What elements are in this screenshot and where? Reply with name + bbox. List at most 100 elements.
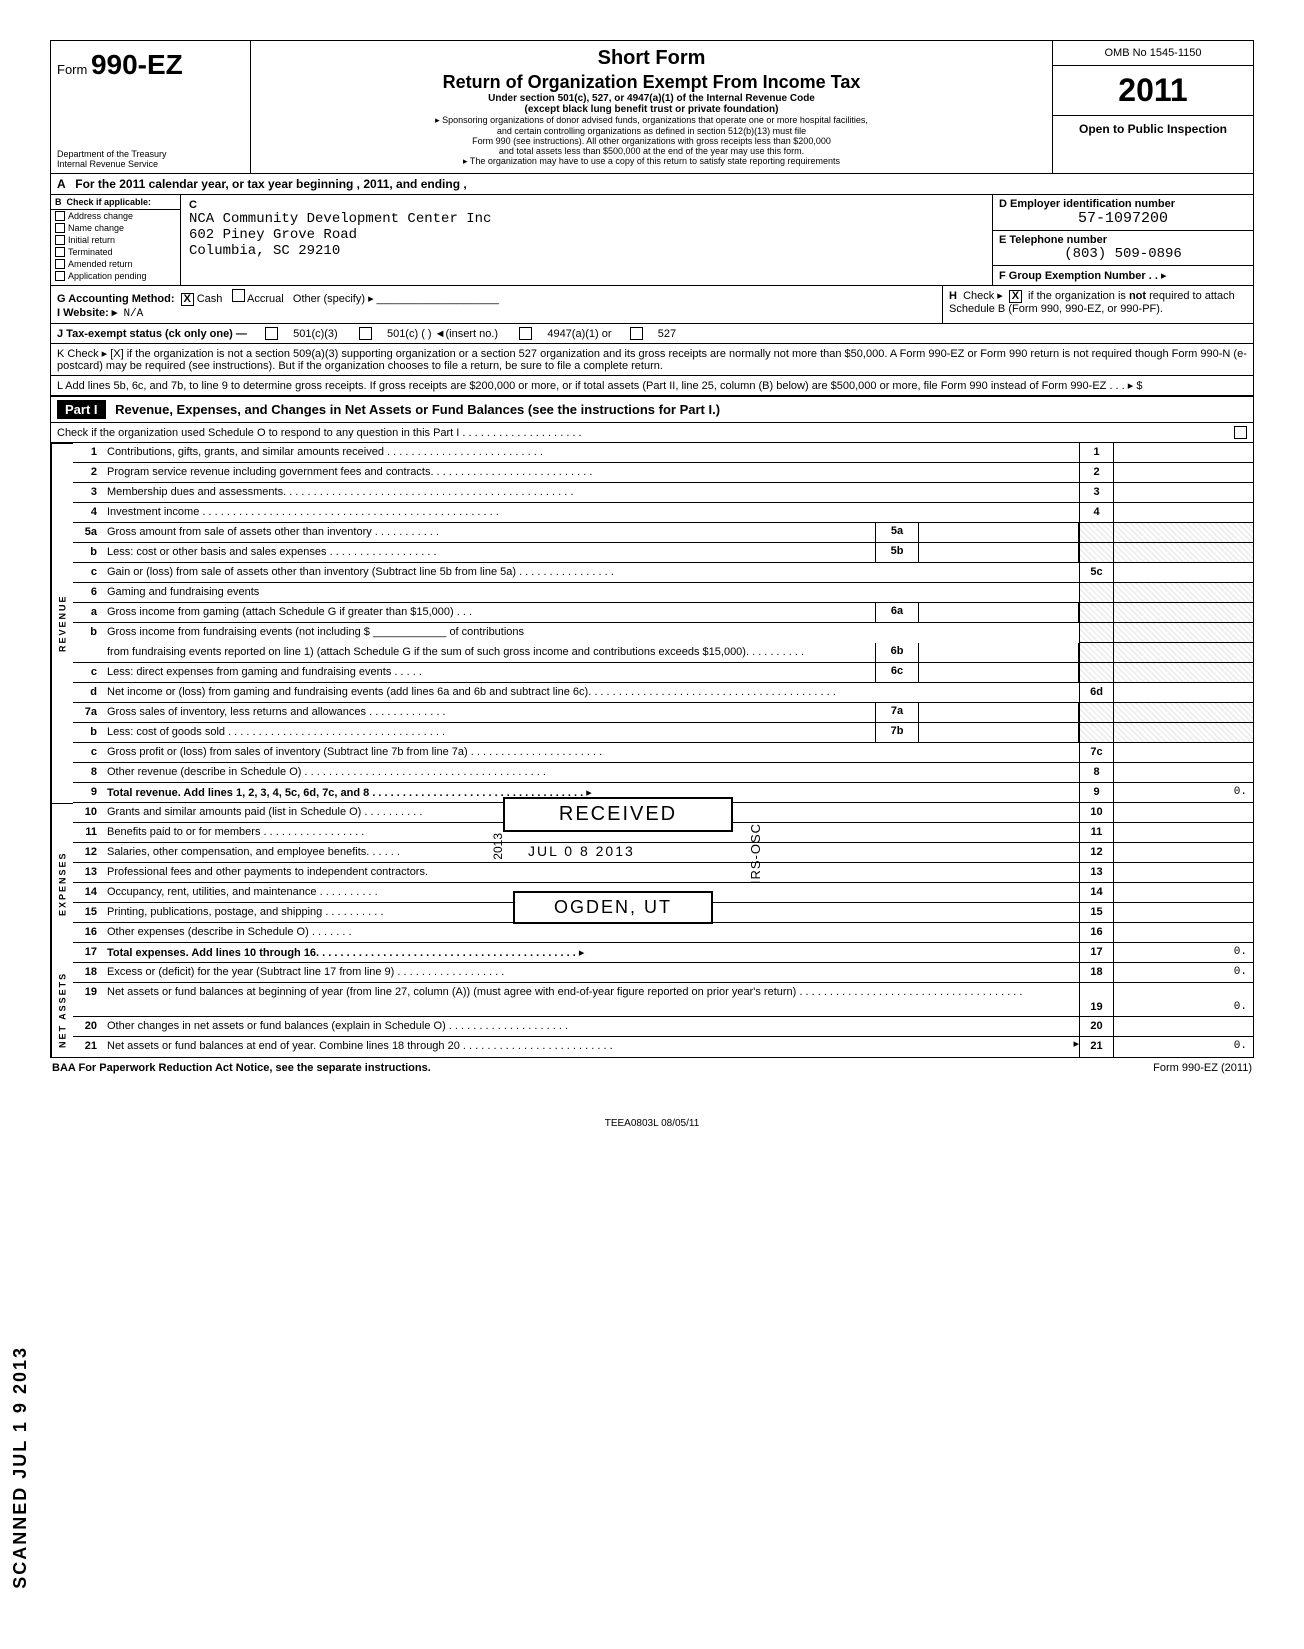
line-7c: Gross profit or (loss) from sales of inv… — [103, 743, 1079, 762]
revenue-section: REVENUE 1Contributions, gifts, grants, a… — [50, 443, 1254, 803]
dept-irs: Internal Revenue Service — [57, 159, 167, 169]
chk-schedule-b[interactable]: X — [1009, 290, 1022, 303]
line-17: Total expenses. Add lines 10 through 16.… — [107, 947, 576, 959]
chk-accrual[interactable] — [232, 289, 245, 302]
accrual-label: Accrual — [247, 293, 284, 305]
amt-3[interactable] — [1113, 483, 1253, 502]
chk-4947[interactable] — [519, 327, 532, 340]
short-form-title: Short Form — [261, 47, 1042, 70]
stamp-irs-osc: IRS-OSC — [748, 823, 763, 884]
line-6d: Net income or (loss) from gaming and fun… — [103, 683, 1079, 702]
amt-4[interactable] — [1113, 503, 1253, 522]
line-13: Professional fees and other payments to … — [103, 863, 1079, 882]
chk-501c[interactable] — [359, 327, 372, 340]
amt-11[interactable] — [1113, 823, 1253, 842]
website-value: N/A — [123, 308, 143, 320]
chk-name-change[interactable]: Name change — [51, 222, 180, 234]
phone-label: E Telephone number — [999, 234, 1247, 246]
form-title-block: Short Form Return of Organization Exempt… — [251, 41, 1053, 173]
line-6b-3: from fundraising events reported on line… — [103, 643, 875, 662]
arrow-icon: ▸ — [1161, 270, 1167, 282]
line-a: A For the 2011 calendar year, or tax yea… — [50, 173, 1254, 195]
line-8: Other revenue (describe in Schedule O) .… — [103, 763, 1079, 782]
line-6c: Less: direct expenses from gaming and fu… — [103, 663, 875, 682]
subtitle-6: and total assets less than $500,000 at t… — [261, 146, 1042, 156]
chk-address-change[interactable]: Address change — [51, 210, 180, 222]
part-1-title: Revenue, Expenses, and Changes in Net As… — [115, 402, 720, 417]
part-1-check-text: Check if the organization used Schedule … — [57, 427, 1228, 439]
chk-terminated[interactable]: Terminated — [51, 246, 180, 258]
line-2: Program service revenue including govern… — [103, 463, 1079, 482]
footer-teea: TEEA0803L 08/05/11 — [50, 1118, 1254, 1129]
received-stamp: RECEIVED — [503, 797, 733, 832]
tax-year: 2011 — [1053, 66, 1253, 116]
amt-14[interactable] — [1113, 883, 1253, 902]
cash-label: Cash — [197, 293, 223, 305]
line-g-h: G Accounting Method: X Cash Accrual Othe… — [50, 286, 1254, 324]
amt-19[interactable]: 0. — [1113, 983, 1253, 1016]
amt-21[interactable]: 0. — [1113, 1037, 1253, 1057]
amt-2[interactable] — [1113, 463, 1253, 482]
line-1: Contributions, gifts, grants, and simila… — [103, 443, 1079, 462]
subtitle-3: ▸ Sponsoring organizations of donor advi… — [261, 115, 1042, 126]
chk-app-pending[interactable]: Application pending — [51, 270, 180, 282]
chk-amended[interactable]: Amended return — [51, 258, 180, 270]
part-1-check: Check if the organization used Schedule … — [50, 423, 1254, 443]
line-5b: Less: cost or other basis and sales expe… — [103, 543, 875, 562]
amt-12[interactable] — [1113, 843, 1253, 862]
org-name: NCA Community Development Center Inc — [189, 211, 984, 227]
expenses-section: EXPENSES RECEIVED JUL 0 8 2013 OGDEN, UT… — [50, 803, 1254, 963]
amt-17[interactable]: 0. — [1113, 943, 1253, 962]
col-def: D Employer identification number 57-1097… — [993, 195, 1253, 285]
line-5c: Gain or (loss) from sale of assets other… — [103, 563, 1079, 582]
chk-cash[interactable]: X — [181, 293, 194, 306]
chk-501c3[interactable] — [265, 327, 278, 340]
line-21: Net assets or fund balances at end of ye… — [103, 1037, 1073, 1057]
line-j-label: J Tax-exempt status (ck only one) — — [57, 328, 247, 340]
amt-10[interactable] — [1113, 803, 1253, 822]
part-1-header: Part I Revenue, Expenses, and Changes in… — [50, 396, 1254, 423]
line-7a: Gross sales of inventory, less returns a… — [103, 703, 875, 722]
amt-15[interactable] — [1113, 903, 1253, 922]
group-exempt-label: F Group Exemption Number . . — [999, 270, 1158, 282]
col-c-label: C — [189, 199, 984, 211]
form-label: Form — [57, 62, 87, 77]
form-header-right: OMB No 1545-1150 2011 Open to Public Ins… — [1053, 41, 1253, 173]
assets-side-label: NET ASSETS — [51, 963, 73, 1057]
chk-schedule-o[interactable] — [1234, 426, 1247, 439]
other-label: Other (specify) ▸ — [293, 293, 374, 305]
amt-13[interactable] — [1113, 863, 1253, 882]
chk-527[interactable] — [630, 327, 643, 340]
amt-1[interactable] — [1113, 443, 1253, 462]
amt-18[interactable]: 0. — [1113, 963, 1253, 982]
line-20: Other changes in net assets or fund bala… — [103, 1017, 1079, 1036]
line-6a: Gross income from gaming (attach Schedul… — [103, 603, 875, 622]
amt-5c[interactable] — [1113, 563, 1253, 582]
amt-7c[interactable] — [1113, 743, 1253, 762]
subtitle-2: (except black lung benefit trust or priv… — [261, 104, 1042, 115]
amt-16[interactable] — [1113, 923, 1253, 942]
dept-treasury: Department of the Treasury — [57, 149, 167, 159]
form-id-box: Form 990-EZ Department of the Treasury I… — [51, 41, 251, 173]
amt-20[interactable] — [1113, 1017, 1253, 1036]
line-a-text: For the 2011 calendar year, or tax year … — [75, 177, 466, 191]
line-6: Gaming and fundraising events — [103, 583, 1079, 602]
line-5a: Gross amount from sale of assets other t… — [103, 523, 875, 542]
chk-initial-return[interactable]: Initial return — [51, 234, 180, 246]
ein-label: D Employer identification number — [999, 198, 1247, 210]
form-header: Form 990-EZ Department of the Treasury I… — [50, 40, 1254, 173]
open-to-public: Open to Public Inspection — [1053, 116, 1253, 142]
amt-6d[interactable] — [1113, 683, 1253, 702]
form-number: 990-EZ — [91, 49, 183, 80]
amt-8[interactable] — [1113, 763, 1253, 782]
footer-baa: BAA For Paperwork Reduction Act Notice, … — [52, 1062, 431, 1074]
part-1-label: Part I — [57, 400, 106, 419]
revenue-side-label: REVENUE — [51, 443, 73, 803]
line-i-label: I Website: ▸ — [57, 307, 117, 319]
line-7b: Less: cost of goods sold . . . . . . . .… — [103, 723, 875, 742]
col-c: C NCA Community Development Center Inc 6… — [181, 195, 993, 285]
entity-info-block: B Check if applicable: Address change Na… — [50, 195, 1254, 286]
amt-9[interactable]: 0. — [1113, 783, 1253, 802]
line-3: Membership dues and assessments. . . . .… — [103, 483, 1079, 502]
line-l: L Add lines 5b, 6c, and 7b, to line 9 to… — [50, 376, 1254, 396]
